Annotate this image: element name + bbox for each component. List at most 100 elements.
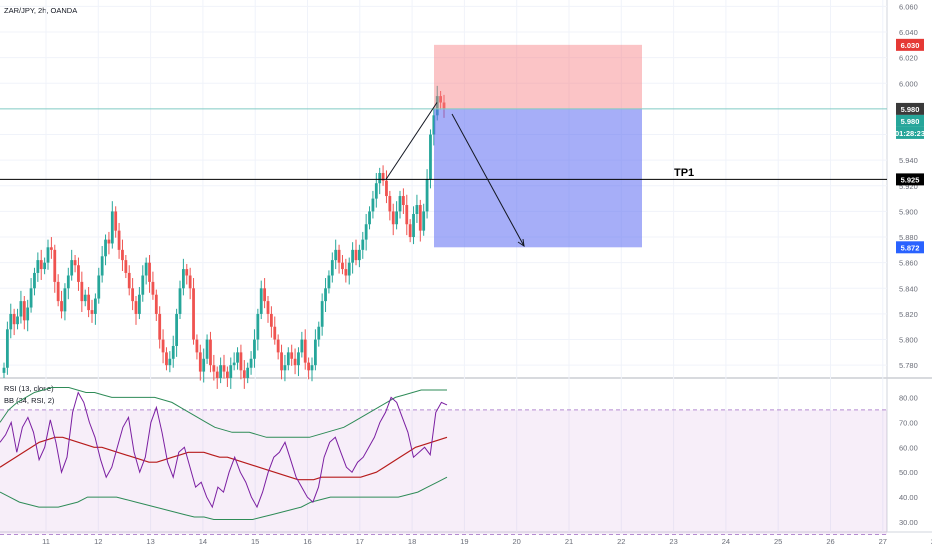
- price-tick-label: 6.020: [899, 54, 918, 63]
- price-tick-label: 6.040: [899, 28, 918, 37]
- price-label-last[interactable]: [896, 114, 924, 127]
- candle-body: [371, 198, 375, 212]
- candle-body: [313, 339, 317, 366]
- candle-body: [222, 365, 226, 372]
- price-label-tp1[interactable]: [896, 173, 924, 186]
- candle-body: [212, 365, 216, 372]
- candle-body: [117, 230, 121, 250]
- candle-body: [351, 249, 355, 263]
- price-tick-label: 5.880: [899, 233, 918, 242]
- rsi-tick-label: 40.00: [899, 493, 918, 502]
- candle-body: [178, 288, 182, 314]
- candle-body: [56, 281, 60, 302]
- bb-middle-line: [0, 436, 448, 481]
- candle-body: [195, 339, 199, 353]
- candle-body: [286, 352, 290, 366]
- candle-body: [36, 260, 40, 273]
- candle-body: [290, 352, 294, 359]
- candle-body: [60, 301, 63, 312]
- candle-body: [320, 301, 324, 327]
- candle-body: [104, 239, 107, 257]
- price-tick-label: 5.840: [899, 284, 918, 293]
- candle-body: [93, 298, 97, 314]
- trend-line[interactable]: [385, 102, 438, 180]
- price-label-text-last: 5.980: [901, 117, 920, 126]
- candle-body: [171, 345, 175, 359]
- price-label-countdown[interactable]: [896, 126, 924, 139]
- candle-body: [242, 370, 246, 378]
- candle-body: [357, 249, 361, 261]
- candle-body: [401, 196, 405, 206]
- price-label-text-countdown: 01:28:23: [895, 129, 925, 138]
- candle-body: [361, 239, 365, 250]
- stop-loss-zone[interactable]: [434, 44, 642, 109]
- time-tick-label: 24: [722, 537, 730, 546]
- candle-body: [232, 362, 236, 366]
- candle-body: [422, 211, 426, 231]
- candle-body: [114, 211, 118, 231]
- candle-body: [63, 288, 67, 312]
- candle-body: [317, 326, 321, 340]
- time-tick-label: 23: [669, 537, 677, 546]
- candle-body: [165, 352, 168, 366]
- price-label-target[interactable]: [896, 241, 924, 254]
- candle-body: [303, 339, 307, 363]
- candle-body: [134, 301, 138, 314]
- candle-body: [239, 352, 243, 371]
- candle-body: [385, 180, 388, 197]
- candle-body: [391, 211, 395, 225]
- time-tick-label: 13: [146, 537, 154, 546]
- candle-body: [435, 96, 439, 116]
- arrow-line[interactable]: [451, 113, 525, 247]
- candle-body: [388, 196, 392, 212]
- candle-body: [425, 179, 429, 212]
- time-tick-label: 14: [199, 537, 207, 546]
- candle-body: [87, 294, 91, 311]
- candle-body: [144, 262, 148, 276]
- candle-body: [46, 247, 50, 263]
- candle-body: [53, 249, 57, 282]
- candle-body: [188, 275, 192, 289]
- candle-body: [293, 358, 297, 366]
- bb-legend: BB (34, RSI, 2): [4, 396, 55, 405]
- time-tick-label: 28: [931, 537, 932, 546]
- price-tick-label: 5.820: [899, 310, 918, 319]
- candle-body: [158, 313, 162, 340]
- tp1-text[interactable]: TP1: [674, 167, 694, 179]
- candle-body: [395, 211, 399, 225]
- take-profit-zone[interactable]: [434, 108, 642, 248]
- candle-body: [121, 249, 124, 261]
- candle-body: [415, 205, 419, 214]
- bb-upper-line: [0, 387, 447, 438]
- candle-body: [408, 224, 412, 238]
- candle-body: [344, 269, 348, 276]
- candle-body: [341, 262, 344, 270]
- candle-body: [327, 275, 331, 289]
- time-tick-label: 19: [460, 537, 468, 546]
- candle-body: [334, 249, 338, 261]
- candle-body: [77, 265, 80, 282]
- candle-body: [43, 262, 47, 270]
- candle-body: [73, 260, 77, 266]
- candle-body: [249, 358, 253, 368]
- candle-body: [263, 288, 267, 302]
- price-label-text-target: 5.872: [901, 243, 920, 252]
- candle-body: [418, 205, 422, 231]
- candle-body: [161, 339, 165, 353]
- candle-body: [354, 249, 358, 261]
- time-tick-label: 11: [42, 537, 50, 546]
- price-tick-label: 5.920: [899, 182, 918, 191]
- price-label-stop[interactable]: [896, 38, 924, 51]
- candle-body: [70, 260, 74, 276]
- candle-body: [405, 205, 409, 225]
- price-label-entry[interactable]: [896, 102, 924, 115]
- rsi-legend: RSI (13, close): [4, 384, 54, 393]
- candle-body: [273, 326, 277, 340]
- candle-body: [374, 183, 378, 199]
- price-tick-label: 5.860: [899, 259, 918, 268]
- rsi-tick-label: 80.00: [899, 393, 918, 402]
- price-tick-label: 5.900: [899, 207, 918, 216]
